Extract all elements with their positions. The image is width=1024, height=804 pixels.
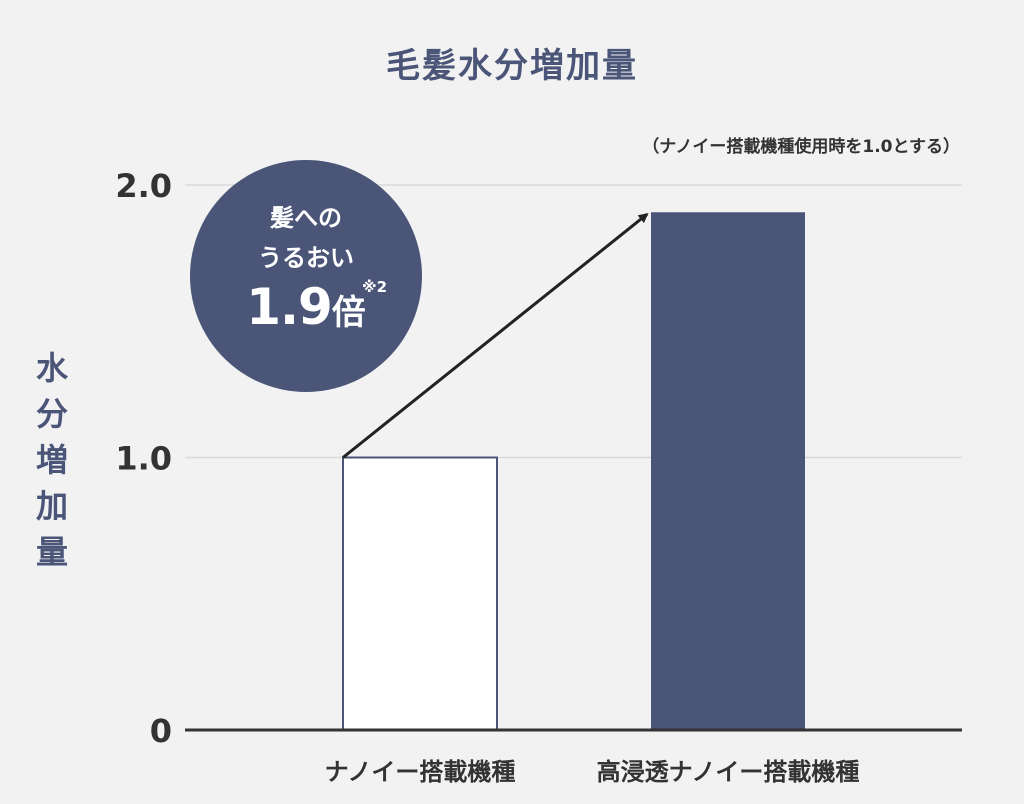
chart-title: 毛髪水分増加量 bbox=[386, 46, 638, 86]
ratio-badge: 髪への うるおい 1.9倍 ※2 bbox=[190, 160, 422, 392]
x-tick-label: ナノイー搭載機種 bbox=[325, 758, 516, 786]
badge-unit: 倍 bbox=[331, 293, 366, 333]
y-axis-title: 水分増加量 bbox=[35, 349, 68, 571]
y-tick-label: 2.0 bbox=[115, 167, 172, 205]
badge-value: 1.9 bbox=[246, 278, 333, 336]
badge-line2: うるおい bbox=[258, 244, 354, 272]
increase-arrow bbox=[342, 213, 649, 459]
bar bbox=[342, 456, 498, 731]
bar bbox=[651, 212, 805, 730]
chart-note: （ナノイー搭載機種使用時を1.0とする） bbox=[642, 137, 960, 157]
badge-footnote: ※2 bbox=[362, 278, 388, 296]
y-tick-label: 0 bbox=[150, 712, 172, 750]
badge-line1: 髪への bbox=[270, 204, 342, 232]
y-tick-label: 1.0 bbox=[115, 440, 172, 478]
badge-value-row: 1.9倍 bbox=[190, 278, 422, 336]
x-tick-label: 高浸透ナノイー搭載機種 bbox=[597, 758, 860, 786]
